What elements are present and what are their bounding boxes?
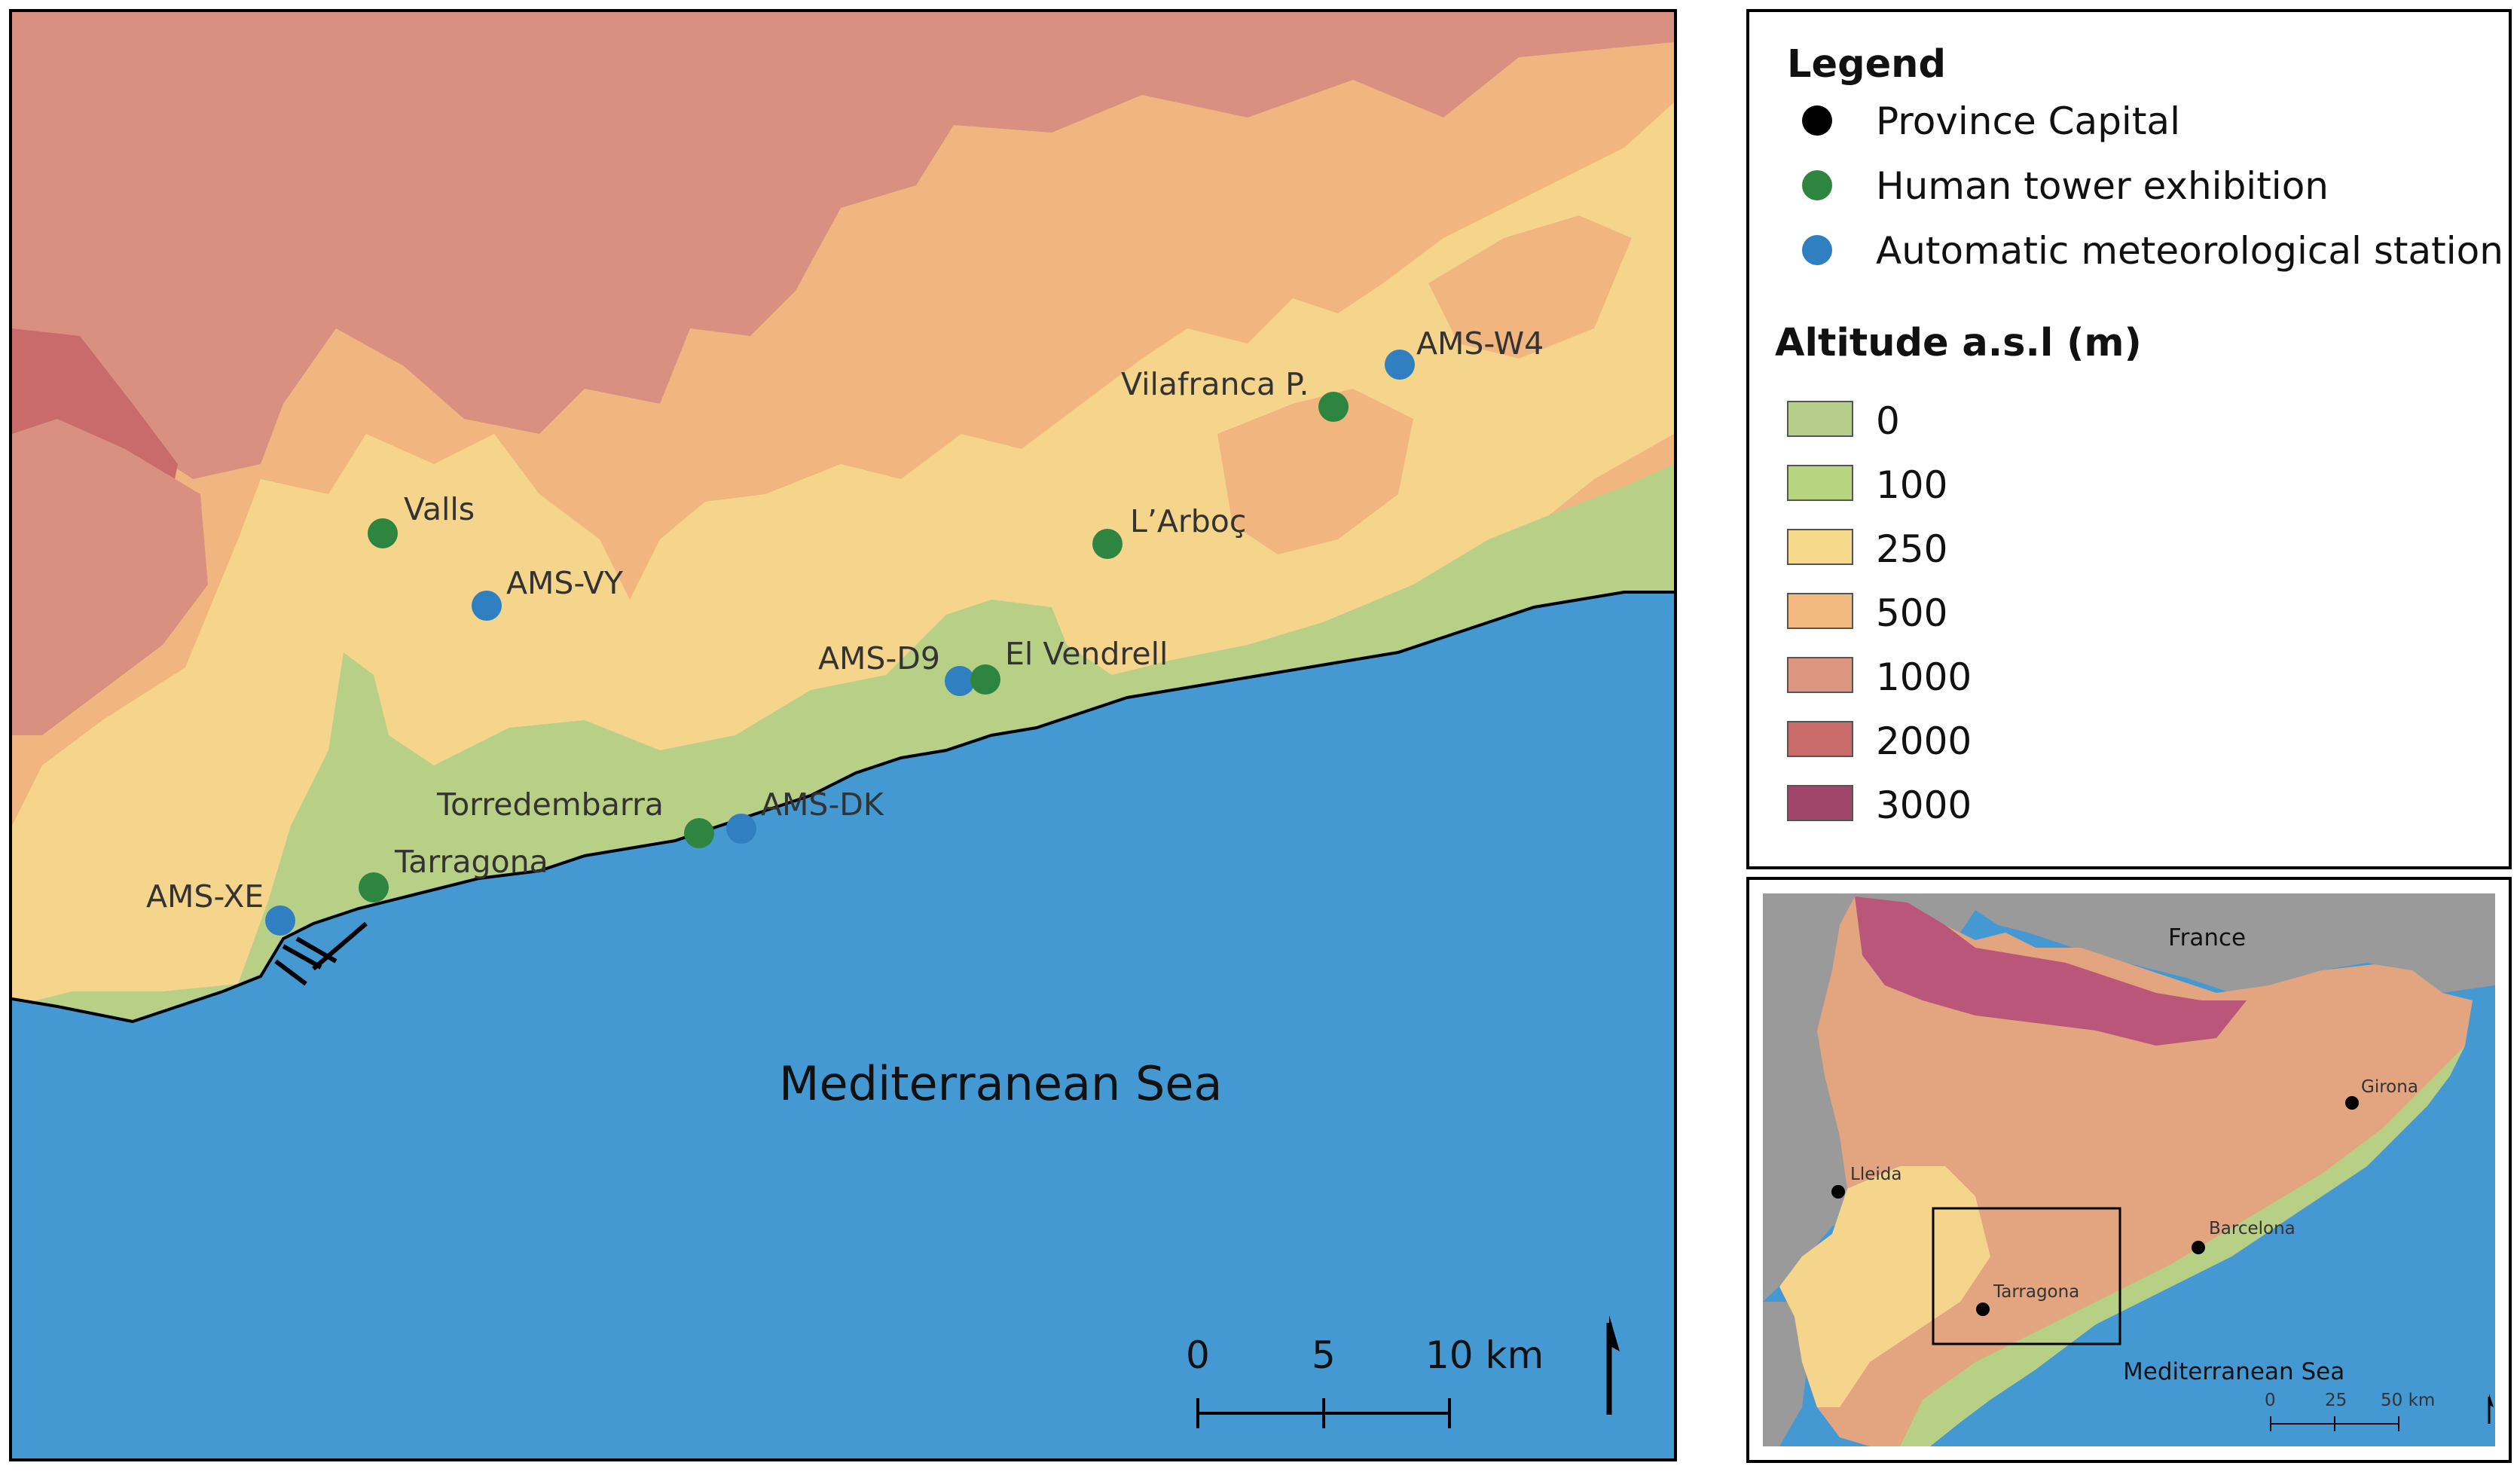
marker-ams-dk <box>726 814 756 844</box>
inset-neighbour-land-west <box>1763 1302 1810 1446</box>
terrain-1000-west <box>12 419 208 735</box>
label-ams-w4: AMS-W4 <box>1416 325 1544 362</box>
label-tarragona: Tarragona <box>395 844 548 880</box>
city-dot-lleida <box>1831 1185 1845 1199</box>
inset-label-girona: Girona <box>2361 1077 2418 1097</box>
coastline <box>12 591 1674 1024</box>
sea-area <box>12 592 1674 1458</box>
north-arrow-icon <box>1606 1315 1620 1415</box>
study-area-box <box>1932 1207 2121 1345</box>
label-vilafranca: Vilafranca P. <box>1121 366 1309 402</box>
altitude-label-0: 0 <box>1876 399 1900 443</box>
inset-label-barcelona: Barcelona <box>2209 1219 2295 1238</box>
inset-scale-bar <box>2270 1416 2399 1431</box>
legend-item-province-capital: Province Capital <box>1876 99 2180 143</box>
inset-label-lleida: Lleida <box>1850 1165 1902 1184</box>
city-dot-barcelona <box>2192 1241 2205 1254</box>
inset-map[interactable]: France Girona Lleida Barcelona Tarragona… <box>1746 877 2512 1463</box>
city-dot-girona <box>2345 1096 2359 1110</box>
marker-tarragona <box>359 872 389 902</box>
main-map[interactable]: Valls AMS-VY AMS-D9 El Vendrell L’Arboç … <box>9 9 1677 1461</box>
weather-station-dot-icon <box>1802 235 1832 265</box>
inset-west-yellow <box>1779 1166 1990 1407</box>
label-ams-vy: AMS-VY <box>506 565 623 601</box>
label-ams-dk: AMS-DK <box>761 786 884 823</box>
inset-label-tarragona: Tarragona <box>1993 1282 2080 1302</box>
swatch-3000 <box>1787 785 1853 821</box>
sea-label: Mediterranean Sea <box>779 1056 1223 1111</box>
inset-terrain <box>1763 893 2495 1446</box>
inset-scale-tick-25: 25 <box>2325 1391 2347 1410</box>
label-valls: Valls <box>404 491 475 527</box>
legend-title: Legend <box>1787 42 1946 87</box>
scale-tick-0: 0 <box>1186 1333 1210 1377</box>
swatch-500 <box>1787 593 1853 629</box>
terrain-500-ridge2 <box>1428 215 1632 359</box>
swatch-2000 <box>1787 721 1853 757</box>
scale-tick-10: 10 km <box>1425 1333 1544 1377</box>
marker-ams-xe <box>265 905 295 936</box>
marker-el-vendrell <box>970 664 1000 695</box>
swatch-100 <box>1787 465 1853 501</box>
label-torredembarra: Torredembarra <box>437 786 664 823</box>
inset-sea-label: Mediterranean Sea <box>2123 1358 2345 1385</box>
inset-france-label: France <box>2168 924 2247 951</box>
label-ams-xe: AMS-XE <box>146 878 264 915</box>
altitude-label-1000: 1000 <box>1876 655 1972 699</box>
marker-larboc <box>1092 529 1123 559</box>
label-el-vendrell: El Vendrell <box>1005 636 1168 672</box>
marker-ams-d9 <box>945 666 975 696</box>
altitude-label-2000: 2000 <box>1876 719 1972 763</box>
swatch-250 <box>1787 529 1853 565</box>
label-ams-d9: AMS-D9 <box>818 640 940 676</box>
altitude-title: Altitude a.s.l (m) <box>1775 321 2142 365</box>
inset-scale-tick-0: 0 <box>2265 1391 2276 1410</box>
marker-vilafranca <box>1318 392 1349 422</box>
inset-scale-tick-50: 50 km <box>2381 1391 2436 1410</box>
scale-tick-5: 5 <box>1312 1333 1336 1377</box>
altitude-label-100: 100 <box>1876 463 1948 507</box>
city-dot-tarragona <box>1976 1303 1990 1316</box>
legend-item-human-tower: Human tower exhibition <box>1876 164 2329 208</box>
swatch-1000 <box>1787 657 1853 693</box>
terrain-1000 <box>12 12 1674 479</box>
terrain-layer <box>12 12 1674 1458</box>
legend-item-weather-station: Automatic meteorological station <box>1876 229 2503 273</box>
inset-coast-green <box>1900 1046 2465 1446</box>
tarragona-harbour <box>274 921 368 986</box>
province-capital-dot-icon <box>1802 105 1832 136</box>
marker-torredembarra <box>684 818 714 848</box>
human-tower-dot-icon <box>1802 170 1832 200</box>
swatch-0 <box>1787 401 1853 437</box>
altitude-label-3000: 3000 <box>1876 783 1972 827</box>
marker-ams-vy <box>472 591 502 621</box>
inset-pyrenees <box>1855 896 2247 1046</box>
inset-catalonia <box>1779 896 2473 1446</box>
label-larboc: L’Arboç <box>1130 503 1247 539</box>
marker-ams-w4 <box>1385 350 1415 380</box>
marker-valls <box>368 518 398 548</box>
inset-north-arrow-icon <box>2488 1394 2494 1424</box>
terrain-500-ridge <box>1217 389 1413 554</box>
legend-panel: Legend Province Capital Human tower exhi… <box>1746 9 2512 869</box>
scale-bar <box>1196 1398 1451 1428</box>
altitude-label-500: 500 <box>1876 591 1948 635</box>
altitude-label-250: 250 <box>1876 527 1948 571</box>
